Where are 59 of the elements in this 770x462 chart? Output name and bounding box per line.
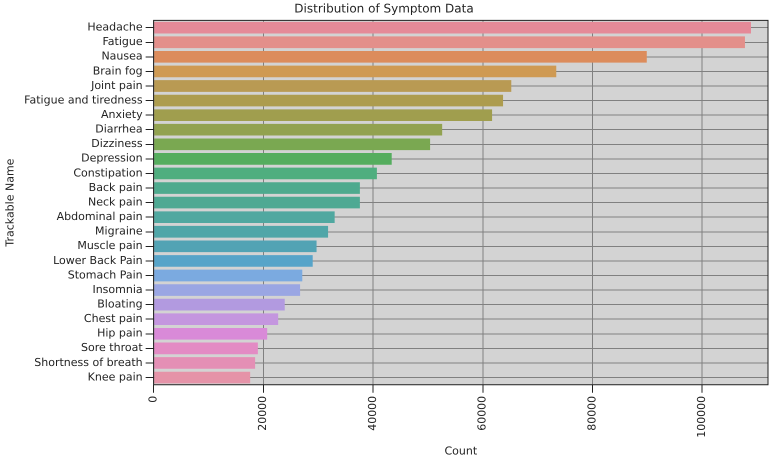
y-tick-label: Muscle pain: [77, 239, 143, 252]
bar: [154, 211, 335, 224]
bar: [154, 51, 647, 63]
y-tick-label: Anxiety: [100, 108, 144, 122]
bar: [154, 22, 751, 34]
y-tick-label: Back pain: [88, 180, 143, 194]
y-tick-label: Joint pain: [90, 78, 143, 92]
y-tick-label: Knee pain: [88, 370, 143, 384]
bar: [154, 182, 360, 194]
bar: [154, 168, 377, 180]
y-tick-label: Bloating: [97, 298, 143, 310]
y-tick-label: Chest pain: [84, 312, 143, 326]
bar: [154, 372, 250, 384]
x-tick-label: 40000: [366, 396, 379, 431]
x-tick-label: 0: [146, 396, 160, 403]
x-axis-title: Count: [444, 444, 478, 458]
x-tick-label: 100000: [695, 396, 708, 438]
y-tick-label: Migraine: [95, 224, 143, 238]
y-tick-label: Fatigue: [102, 35, 143, 48]
bar: [154, 284, 300, 296]
bar: [154, 138, 430, 150]
bar: [154, 357, 256, 369]
x-tick-label: 60000: [476, 396, 489, 431]
bar: [154, 226, 328, 238]
bar: [154, 270, 302, 282]
y-tick-label: Diarrhea: [95, 122, 143, 136]
x-tick-label: 20000: [256, 396, 270, 431]
bar: [154, 124, 442, 136]
y-tick-label: Depression: [81, 152, 143, 165]
y-tick-label: Fatigue and tiredness: [24, 93, 143, 106]
bar: [154, 328, 268, 340]
y-tick-label: Nausea: [101, 50, 143, 63]
bar: [154, 80, 512, 92]
chart-title: Distribution of Symptom Data: [294, 1, 474, 16]
y-tick-label: Insomnia: [92, 282, 143, 296]
bar: [154, 342, 258, 354]
bar: [154, 36, 745, 48]
bar: [154, 109, 492, 121]
bar: [154, 313, 278, 326]
bar: [154, 94, 504, 106]
y-tick-label: Headache: [87, 20, 143, 34]
y-tick-label: Hip pain: [97, 326, 143, 340]
y-axis-title: Trackable Name: [3, 158, 16, 248]
bar: [154, 240, 317, 252]
bar: [154, 153, 392, 165]
y-tick-label: Sore throat: [81, 341, 144, 354]
y-tick-label: Dizziness: [91, 137, 143, 150]
bar: [154, 66, 556, 78]
bar: [154, 255, 313, 267]
y-tick-label: Shortness of breath: [34, 356, 143, 369]
bar: [154, 298, 285, 310]
y-tick-label: Lower Back Pain: [53, 254, 143, 267]
y-tick-label: Brain fog: [92, 64, 143, 78]
bar: [154, 196, 360, 208]
y-tick-label: Neck pain: [88, 195, 143, 208]
y-tick-label: Abdominal pain: [56, 210, 143, 224]
x-tick-label: 80000: [585, 396, 598, 431]
y-tick-label: Constipation: [73, 166, 143, 180]
y-tick-label: Stomach Pain: [68, 268, 143, 282]
